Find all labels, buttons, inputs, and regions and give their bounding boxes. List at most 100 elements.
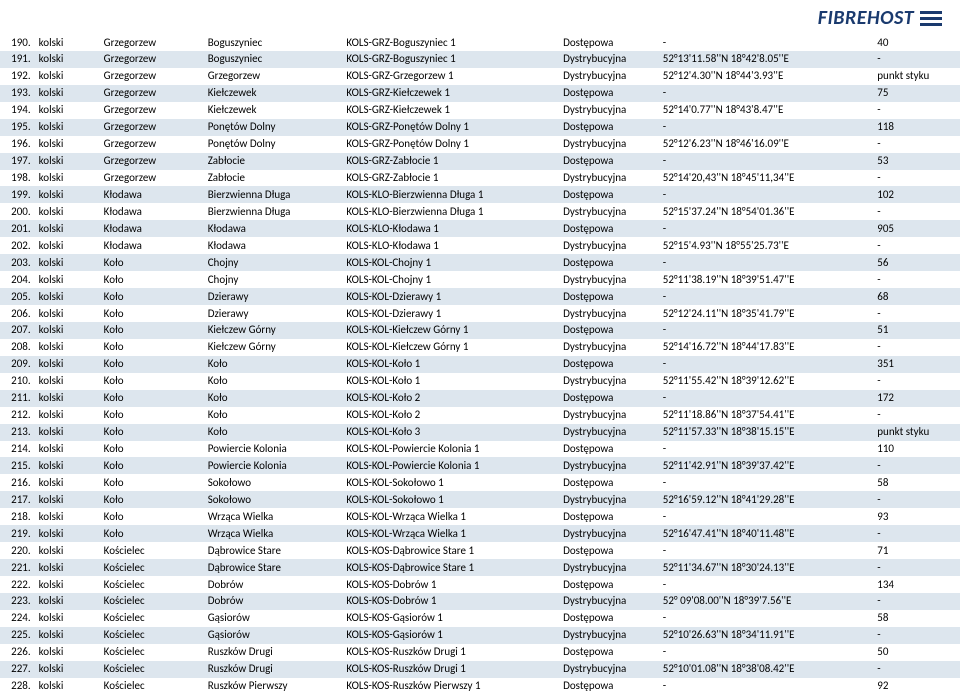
cell-miejscowosc: Kłodawa xyxy=(204,220,343,237)
cell-num: 197. xyxy=(0,153,35,170)
cell-coord: - xyxy=(659,441,874,458)
cell-gmina: Grzegorzew xyxy=(100,34,204,51)
cell-gmina: Koło xyxy=(100,508,204,525)
cell-value: - xyxy=(873,373,960,390)
data-table: 190.kolskiGrzegorzewBoguszyniecKOLS-GRZ-… xyxy=(0,34,960,695)
cell-num: 194. xyxy=(0,102,35,119)
cell-typ: Dystrybucyjna xyxy=(559,305,659,322)
cell-kod: KOLS-KOL-Powiercie Kolonia 1 xyxy=(342,441,559,458)
table-row: 222.kolskiKościelecDobrówKOLS-KOS-Dobrów… xyxy=(0,576,960,593)
table-row: 211.kolskiKołoKołoKOLS-KOL-Koło 2Dostępo… xyxy=(0,390,960,407)
cell-num: 199. xyxy=(0,186,35,203)
cell-gmina: Kościelec xyxy=(100,627,204,644)
cell-gmina: Kłodawa xyxy=(100,186,204,203)
cell-num: 228. xyxy=(0,678,35,695)
cell-value: - xyxy=(873,593,960,610)
cell-num: 223. xyxy=(0,593,35,610)
cell-powiat: kolski xyxy=(35,627,100,644)
cell-typ: Dostępowa xyxy=(559,542,659,559)
cell-coord: 52°10'26.63''N 18°34'11.91''E xyxy=(659,627,874,644)
cell-powiat: kolski xyxy=(35,576,100,593)
cell-powiat: kolski xyxy=(35,186,100,203)
cell-value: 58 xyxy=(873,474,960,491)
cell-coord: - xyxy=(659,356,874,373)
cell-miejscowosc: Wrząca Wielka xyxy=(204,508,343,525)
cell-coord: - xyxy=(659,119,874,136)
table-row: 221.kolskiKościelecDąbrowice StareKOLS-K… xyxy=(0,559,960,576)
cell-powiat: kolski xyxy=(35,51,100,68)
cell-coord: 52°13'11.58''N 18°42'8.05''E xyxy=(659,51,874,68)
cell-value: 58 xyxy=(873,610,960,627)
cell-miejscowosc: Koło xyxy=(204,407,343,424)
cell-value: - xyxy=(873,661,960,678)
cell-value: - xyxy=(873,491,960,508)
cell-value: 92 xyxy=(873,678,960,695)
cell-coord: - xyxy=(659,474,874,491)
cell-powiat: kolski xyxy=(35,119,100,136)
cell-typ: Dostępowa xyxy=(559,678,659,695)
cell-num: 191. xyxy=(0,51,35,68)
table-row: 201.kolskiKłodawaKłodawaKOLS-KLO-Kłodawa… xyxy=(0,220,960,237)
cell-kod: KOLS-KOS-Ruszków Drugi 1 xyxy=(342,644,559,661)
table-row: 202.kolskiKłodawaKłodawaKOLS-KLO-Kłodawa… xyxy=(0,237,960,254)
cell-kod: KOLS-KOS-Dobrów 1 xyxy=(342,576,559,593)
table-row: 224.kolskiKościelecGąsiorówKOLS-KOS-Gąsi… xyxy=(0,610,960,627)
cell-value: 93 xyxy=(873,508,960,525)
cell-powiat: kolski xyxy=(35,390,100,407)
cell-kod: KOLS-KOL-Chojny 1 xyxy=(342,254,559,271)
table-row: 208.kolskiKołoKiełczew GórnyKOLS-KOL-Kie… xyxy=(0,339,960,356)
cell-miejscowosc: Kiełczewek xyxy=(204,102,343,119)
cell-coord: 52°11'57.33''N 18°38'15.15''E xyxy=(659,424,874,441)
cell-coord: 52°11'34.67''N 18°30'24.13''E xyxy=(659,559,874,576)
cell-num: 195. xyxy=(0,119,35,136)
cell-powiat: kolski xyxy=(35,288,100,305)
cell-typ: Dostępowa xyxy=(559,34,659,51)
cell-powiat: kolski xyxy=(35,136,100,153)
cell-miejscowosc: Grzegorzew xyxy=(204,68,343,85)
cell-num: 202. xyxy=(0,237,35,254)
cell-powiat: kolski xyxy=(35,220,100,237)
cell-kod: KOLS-GRZ-Grzegorzew 1 xyxy=(342,68,559,85)
cell-kod: KOLS-KOS-Ruszków Drugi 1 xyxy=(342,661,559,678)
cell-typ: Dostępowa xyxy=(559,85,659,102)
cell-kod: KOLS-KOL-Chojny 1 xyxy=(342,271,559,288)
cell-typ: Dostępowa xyxy=(559,508,659,525)
cell-powiat: kolski xyxy=(35,339,100,356)
table-row: 216.kolskiKołoSokołowoKOLS-KOL-Sokołowo … xyxy=(0,474,960,491)
table-row: 195.kolskiGrzegorzewPonętów DolnyKOLS-GR… xyxy=(0,119,960,136)
cell-kod: KOLS-GRZ-Zabłocie 1 xyxy=(342,170,559,187)
cell-coord: 52°11'18.86''N 18°37'54.41''E xyxy=(659,407,874,424)
cell-powiat: kolski xyxy=(35,203,100,220)
cell-value: - xyxy=(873,457,960,474)
cell-kod: KOLS-KOL-Dzierawy 1 xyxy=(342,288,559,305)
cell-value: 56 xyxy=(873,254,960,271)
cell-powiat: kolski xyxy=(35,661,100,678)
cell-coord: - xyxy=(659,85,874,102)
cell-kod: KOLS-KOL-Powiercie Kolonia 1 xyxy=(342,457,559,474)
table-row: 200.kolskiKłodawaBierzwienna DługaKOLS-K… xyxy=(0,203,960,220)
logo: FIBREHOST xyxy=(818,6,942,30)
cell-num: 190. xyxy=(0,34,35,51)
cell-num: 227. xyxy=(0,661,35,678)
cell-value: 134 xyxy=(873,576,960,593)
cell-miejscowosc: Sokołowo xyxy=(204,491,343,508)
cell-gmina: Koło xyxy=(100,474,204,491)
cell-powiat: kolski xyxy=(35,525,100,542)
table-row: 197.kolskiGrzegorzewZabłocieKOLS-GRZ-Zab… xyxy=(0,153,960,170)
table-row: 191.kolskiGrzegorzewBoguszyniecKOLS-GRZ-… xyxy=(0,51,960,68)
cell-miejscowosc: Ponętów Dolny xyxy=(204,136,343,153)
cell-kod: KOLS-KOL-Koło 2 xyxy=(342,390,559,407)
cell-coord: 52°16'47.41''N 18°40'11.48''E xyxy=(659,525,874,542)
cell-kod: KOLS-KOL-Dzierawy 1 xyxy=(342,305,559,322)
table-row: 210.kolskiKołoKołoKOLS-KOL-Koło 1Dystryb… xyxy=(0,373,960,390)
cell-gmina: Kościelec xyxy=(100,542,204,559)
cell-coord: - xyxy=(659,678,874,695)
cell-powiat: kolski xyxy=(35,474,100,491)
cell-typ: Dostępowa xyxy=(559,220,659,237)
cell-coord: 52°11'38.19''N 18°39'51.47''E xyxy=(659,271,874,288)
cell-kod: KOLS-KOL-Koło 2 xyxy=(342,407,559,424)
cell-miejscowosc: Ruszków Drugi xyxy=(204,644,343,661)
cell-kod: KOLS-GRZ-Kiełczewek 1 xyxy=(342,102,559,119)
cell-kod: KOLS-KOS-Dobrów 1 xyxy=(342,593,559,610)
cell-miejscowosc: Zabłocie xyxy=(204,170,343,187)
